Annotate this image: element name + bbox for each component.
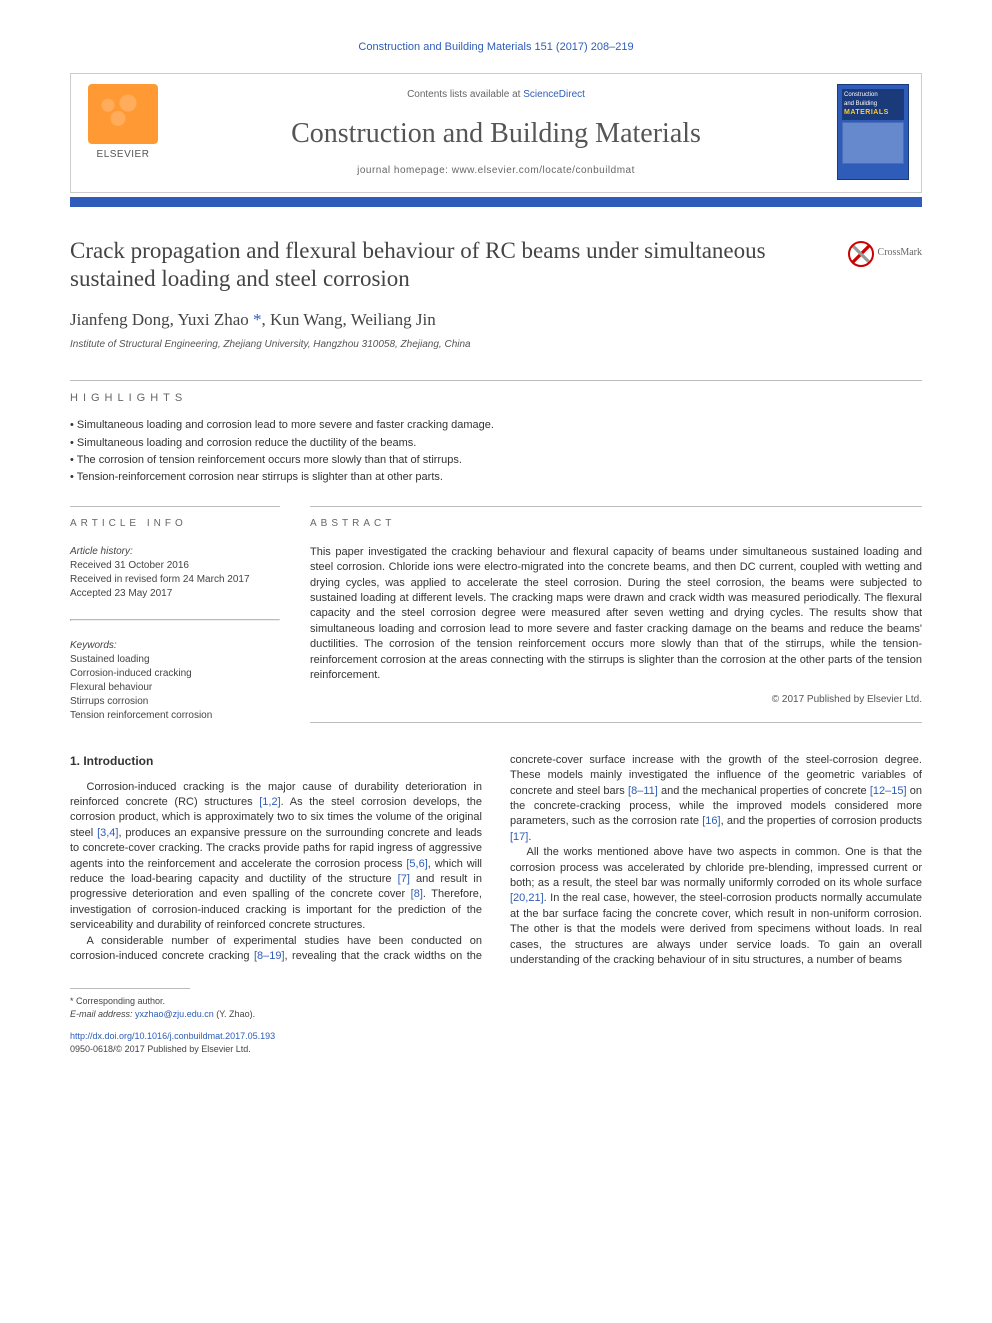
email-label: E-mail address: xyxy=(70,1009,135,1019)
crossmark-badge[interactable]: CrossMark xyxy=(848,241,922,267)
cover-line2: and Building xyxy=(844,100,902,108)
keywords-list: Sustained loadingCorrosion-induced crack… xyxy=(70,653,280,723)
highlights-list: Simultaneous loading and corrosion lead … xyxy=(70,418,922,486)
publisher-logo: ELSEVIER xyxy=(83,84,163,174)
accepted-date: Accepted 23 May 2017 xyxy=(70,587,280,601)
doi-block: http://dx.doi.org/10.1016/j.conbuildmat.… xyxy=(70,1030,496,1055)
keyword-item: Flexural behaviour xyxy=(70,681,280,695)
revised-date: Received in revised form 24 March 2017 xyxy=(70,573,280,587)
crossmark-icon xyxy=(848,241,874,267)
intro-heading: 1. Introduction xyxy=(70,753,482,770)
intro-p3: All the works mentioned above have two a… xyxy=(510,845,922,968)
rule xyxy=(70,380,922,381)
sciencedirect-link[interactable]: ScienceDirect xyxy=(523,89,585,100)
publisher-name: ELSEVIER xyxy=(83,148,163,162)
ref-link[interactable]: [5,6] xyxy=(406,858,427,870)
doi-link[interactable]: http://dx.doi.org/10.1016/j.conbuildmat.… xyxy=(70,1031,275,1041)
citation-line: Construction and Building Materials 151 … xyxy=(70,40,922,55)
ref-link[interactable]: [8–19] xyxy=(254,950,285,962)
history-label: Article history: xyxy=(70,545,280,559)
highlights-block: Simultaneous loading and corrosion lead … xyxy=(70,418,922,486)
elsevier-tree-icon xyxy=(88,84,158,144)
ref-link[interactable]: [20,21] xyxy=(510,892,544,904)
keywords-label: Keywords: xyxy=(70,639,280,653)
ref-link[interactable]: [12–15] xyxy=(870,785,907,797)
journal-cover-thumbnail: Construction and Building MATERIALS xyxy=(837,84,909,180)
crossmark-label: CrossMark xyxy=(878,247,922,260)
ref-link[interactable]: [8–11] xyxy=(628,785,658,797)
ref-link[interactable]: [1,2] xyxy=(259,796,280,808)
contents-prefix: Contents lists available at xyxy=(407,89,523,100)
corresponding-marker: * xyxy=(249,310,262,329)
footnotes: * Corresponding author. E-mail address: … xyxy=(70,995,496,1020)
footnote-rule xyxy=(70,988,190,989)
ref-link[interactable]: [3,4] xyxy=(97,827,118,839)
corresponding-author-note: * Corresponding author. xyxy=(70,995,496,1008)
journal-homepage-line: journal homepage: www.elsevier.com/locat… xyxy=(191,164,801,178)
homepage-prefix: journal homepage: xyxy=(357,165,452,176)
cover-image-placeholder xyxy=(842,122,904,164)
abstract-text: This paper investigated the cracking beh… xyxy=(310,545,922,684)
ref-link[interactable]: [8] xyxy=(411,888,423,900)
ref-link[interactable]: [7] xyxy=(398,873,410,885)
abstract-copyright: © 2017 Published by Elsevier Ltd. xyxy=(310,693,922,707)
article-info-column: ARTICLE INFO Article history: Received 3… xyxy=(70,506,280,723)
article-title-text: Crack propagation and flexural behaviour… xyxy=(70,238,766,292)
author-list: Jianfeng Dong, Yuxi Zhao *, Kun Wang, We… xyxy=(70,308,922,332)
highlights-label: HIGHLIGHTS xyxy=(70,391,922,406)
ref-link[interactable]: [16] xyxy=(702,815,720,827)
body-text: 1. Introduction Corrosion-induced cracki… xyxy=(70,753,922,968)
cover-line1: Construction xyxy=(844,91,902,99)
received-date: Received 31 October 2016 xyxy=(70,559,280,573)
affiliation: Institute of Structural Engineering, Zhe… xyxy=(70,338,922,352)
ref-link[interactable]: [17] xyxy=(510,831,528,843)
journal-title: Construction and Building Materials xyxy=(191,114,801,153)
highlight-item: Tension-reinforcement corrosion near sti… xyxy=(70,470,922,485)
highlight-item: The corrosion of tension reinforcement o… xyxy=(70,453,922,468)
keyword-item: Tension reinforcement corrosion xyxy=(70,709,280,723)
email-attribution: (Y. Zhao). xyxy=(214,1009,255,1019)
email-link[interactable]: yxzhao@zju.edu.cn xyxy=(135,1009,214,1019)
journal-header: ELSEVIER Construction and Building MATER… xyxy=(70,73,922,192)
email-line: E-mail address: yxzhao@zju.edu.cn (Y. Zh… xyxy=(70,1008,496,1021)
highlight-item: Simultaneous loading and corrosion reduc… xyxy=(70,436,922,451)
abstract-label: ABSTRACT xyxy=(310,517,922,531)
contents-available-line: Contents lists available at ScienceDirec… xyxy=(191,88,801,102)
highlight-item: Simultaneous loading and corrosion lead … xyxy=(70,418,922,433)
cover-line3: MATERIALS xyxy=(844,108,902,118)
homepage-url[interactable]: www.elsevier.com/locate/conbuildmat xyxy=(452,165,635,176)
rule xyxy=(70,619,280,621)
abstract-column: ABSTRACT This paper investigated the cra… xyxy=(310,506,922,723)
article-title: Crack propagation and flexural behaviour… xyxy=(70,237,922,295)
issn-copyright: 0950-0618/© 2017 Published by Elsevier L… xyxy=(70,1044,251,1054)
keyword-item: Stirrups corrosion xyxy=(70,695,280,709)
article-info-label: ARTICLE INFO xyxy=(70,517,280,531)
keyword-item: Sustained loading xyxy=(70,653,280,667)
keyword-item: Corrosion-induced cracking xyxy=(70,667,280,681)
intro-p1: Corrosion-induced cracking is the major … xyxy=(70,780,482,934)
accent-bar xyxy=(70,197,922,207)
